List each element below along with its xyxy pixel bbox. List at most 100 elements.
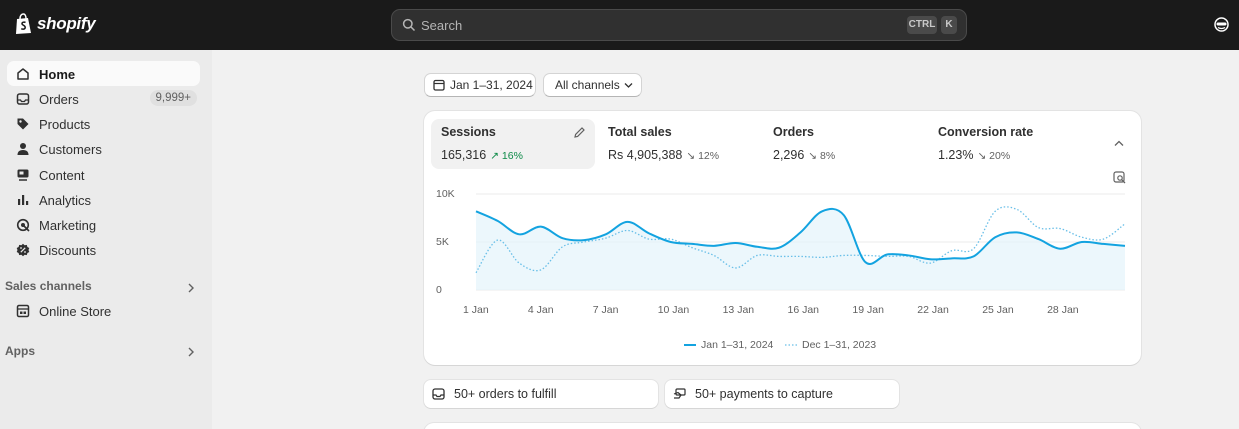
metric-label: Sessions <box>441 125 496 139</box>
metric-label: Conversion rate <box>938 125 1034 139</box>
shopify-logo[interactable]: shopify <box>14 13 96 35</box>
shopify-bag-icon <box>16 13 31 34</box>
task-label: 50+ payments to capture <box>695 387 833 401</box>
sidebar-item-label: Customers <box>39 142 102 157</box>
sidebar-item-online-store[interactable]: Online Store <box>7 298 200 323</box>
metric-value-row: 165,316 ↗ 16% <box>441 148 523 162</box>
sidebar-item-marketing[interactable]: Marketing <box>7 212 200 237</box>
chevron-right-icon[interactable] <box>187 347 195 357</box>
task-label: 50+ orders to fulfill <box>454 387 557 401</box>
metric-label: Orders <box>773 125 814 139</box>
x-tick-label: 13 Jan <box>722 304 755 316</box>
calendar-icon <box>433 79 445 91</box>
sessions-line-chart[interactable] <box>424 111 1141 365</box>
sidebar-item-discounts[interactable]: Discounts <box>7 237 200 262</box>
sales-channels-heading[interactable]: Sales channels <box>5 279 92 293</box>
search-input[interactable]: Search CTRL K <box>391 9 967 41</box>
metric-conversion-rate[interactable]: Conversion rate 1.23% ↘ 20% <box>928 119 1088 169</box>
chevron-up-icon[interactable] <box>1114 140 1124 147</box>
metric-change-value: 8% <box>820 150 836 162</box>
metric-change-value: 12% <box>698 150 720 162</box>
metric-value: 165,316 <box>441 148 487 162</box>
search-icon <box>402 18 416 32</box>
arrow-down-right-icon: ↘ <box>686 150 699 162</box>
next-card <box>424 423 1141 429</box>
metric-value: 1.23% <box>938 148 974 162</box>
shortcut-k-key: K <box>941 16 957 34</box>
inbox-icon <box>432 388 445 400</box>
payments-to-capture-button[interactable]: 50+ payments to capture <box>665 380 899 408</box>
arrow-down-right-icon: ↘ <box>977 150 990 162</box>
metric-orders[interactable]: Orders 2,296 ↘ 8% <box>763 119 923 169</box>
metric-label: Total sales <box>608 125 672 139</box>
sidebar: Home Orders 9,999+ Products Customers Co… <box>0 50 212 429</box>
sidebar-item-orders[interactable]: Orders 9,999+ <box>7 86 200 111</box>
metric-total-sales[interactable]: Total sales Rs 4,905,388 ↘ 12% <box>598 119 758 169</box>
x-tick-label: 10 Jan <box>657 304 690 316</box>
metric-change: ↘ 8% <box>808 150 835 162</box>
analyze-chart-icon[interactable] <box>1113 171 1126 184</box>
channels-label: All channels <box>555 78 620 92</box>
legend-dotted-swatch <box>785 344 797 346</box>
orders-count-badge: 9,999+ <box>149 90 197 106</box>
sidebar-item-home[interactable]: Home <box>7 61 200 86</box>
sidebar-item-label: Discounts <box>39 243 97 258</box>
chevron-right-icon[interactable] <box>187 283 195 293</box>
x-tick-label: 1 Jan <box>463 304 489 316</box>
metric-value: 2,296 <box>773 148 805 162</box>
payment-icon <box>673 388 686 399</box>
sidebar-item-products[interactable]: Products <box>7 111 200 136</box>
apps-heading[interactable]: Apps <box>5 344 35 358</box>
discount-icon <box>16 243 30 257</box>
x-tick-label: 7 Jan <box>592 304 619 316</box>
y-tick-label: 0 <box>436 284 442 296</box>
top-bar: shopify Search CTRL K <box>0 0 1239 50</box>
sidebar-item-label: Orders <box>39 92 79 107</box>
metric-value-row: 1.23% ↘ 20% <box>938 148 1010 162</box>
legend-current[interactable]: Jan 1–31, 2024 <box>684 339 773 351</box>
store-icon <box>16 304 30 318</box>
store-avatar-icon[interactable] <box>1214 17 1229 32</box>
x-tick-label: 25 Jan <box>982 304 1014 316</box>
bar-chart-icon <box>18 195 29 205</box>
date-range-label: Jan 1–31, 2024 <box>450 78 533 92</box>
series-area-fill <box>476 208 1125 290</box>
x-tick-label: 19 Jan <box>852 304 884 316</box>
x-tick-label: 16 Jan <box>787 304 820 316</box>
chevron-down-icon <box>624 83 633 88</box>
metric-change: ↘ 12% <box>686 150 719 162</box>
legend-label: Jan 1–31, 2024 <box>701 339 774 351</box>
sidebar-item-label: Marketing <box>39 218 97 233</box>
sidebar-item-label: Products <box>39 117 91 132</box>
arrow-up-right-icon: ↗ <box>490 150 502 162</box>
orders-icon <box>16 93 30 105</box>
series-line-current[interactable] <box>475 207 1126 265</box>
x-tick-label: 4 Jan <box>527 304 554 316</box>
sidebar-item-customers[interactable]: Customers <box>7 136 200 161</box>
sidebar-item-content[interactable]: Content <box>7 162 200 187</box>
metric-change-value: 16% <box>501 150 523 162</box>
metric-value-row: 2,296 ↘ 8% <box>773 148 835 162</box>
legend-previous[interactable]: Dec 1–31, 2023 <box>785 339 876 351</box>
metric-change-value: 20% <box>989 150 1011 162</box>
y-tick-label: 10K <box>436 188 455 200</box>
date-range-button[interactable]: Jan 1–31, 2024 <box>424 73 536 97</box>
channels-dropdown[interactable]: All channels <box>543 73 642 97</box>
metric-change: ↘ 20% <box>977 150 1010 162</box>
metric-change: ↗ 16% <box>490 150 523 162</box>
shortcut-ctrl-key: CTRL <box>907 16 937 34</box>
pencil-icon[interactable] <box>573 126 586 139</box>
content-icon <box>17 169 29 181</box>
tag-icon <box>17 118 29 130</box>
y-tick-label: 5K <box>436 236 449 248</box>
analytics-card: Sessions 165,316 ↗ 16% Total sales Rs 4,9… <box>424 111 1141 365</box>
home-icon <box>17 68 29 80</box>
metric-value-row: Rs 4,905,388 ↘ 12% <box>608 148 719 162</box>
sidebar-item-analytics[interactable]: Analytics <box>7 187 200 212</box>
metric-sessions[interactable]: Sessions 165,316 ↗ 16% <box>431 119 595 169</box>
person-icon <box>17 143 29 155</box>
legend-label: Dec 1–31, 2023 <box>802 339 877 351</box>
x-tick-label: 22 Jan <box>917 304 949 316</box>
target-icon <box>16 218 30 232</box>
orders-to-fulfill-button[interactable]: 50+ orders to fulfill <box>424 380 658 408</box>
